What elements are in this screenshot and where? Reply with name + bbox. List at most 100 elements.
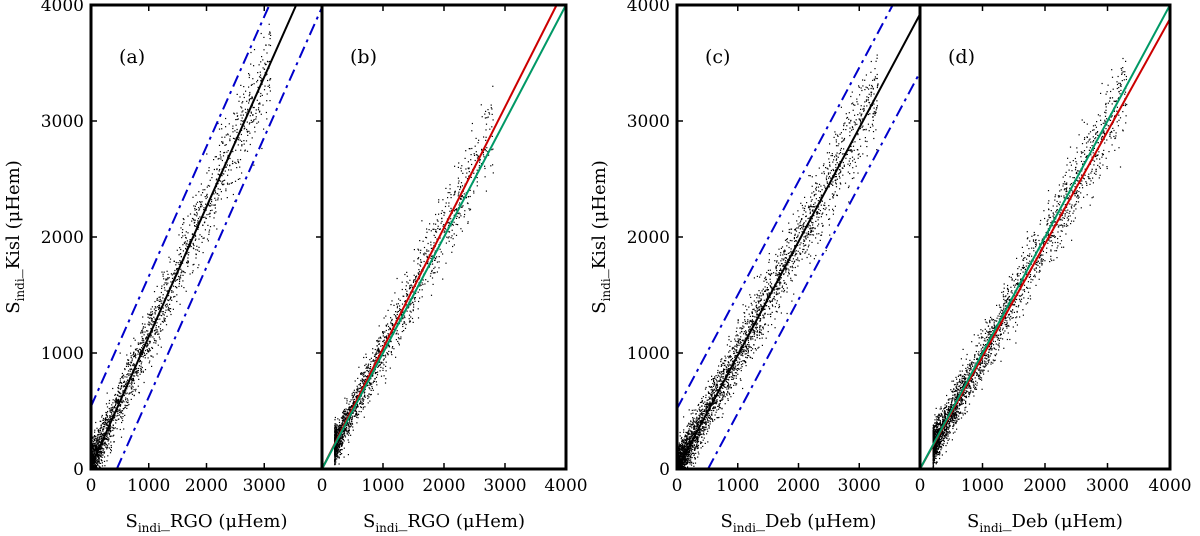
data-point: [151, 318, 153, 320]
data-point: [203, 207, 205, 209]
data-point: [174, 295, 176, 298]
data-point: [856, 101, 858, 103]
data-point: [139, 359, 141, 362]
data-point: [335, 435, 338, 437]
data-point: [817, 242, 819, 244]
data-point: [784, 261, 786, 264]
data-point: [478, 165, 480, 167]
data-point: [121, 401, 123, 403]
data-point: [338, 450, 340, 453]
data-point: [484, 117, 486, 119]
data-point: [204, 196, 206, 198]
data-point: [143, 381, 145, 384]
data-point: [243, 125, 245, 127]
data-point: [405, 323, 407, 326]
data-point: [140, 363, 142, 365]
data-point: [791, 270, 793, 272]
data-point: [147, 323, 149, 325]
data-point: [133, 356, 135, 358]
data-point: [839, 133, 841, 135]
data-point: [418, 300, 420, 303]
data-point: [356, 406, 358, 408]
data-point: [348, 430, 350, 432]
data-point: [356, 385, 358, 387]
data-point: [109, 431, 111, 433]
data-point: [169, 297, 172, 300]
data-point: [375, 353, 377, 355]
data-point: [110, 446, 112, 448]
data-point: [133, 372, 135, 374]
data-point: [803, 236, 805, 238]
data-point: [106, 419, 108, 421]
data-point: [121, 385, 123, 387]
data-point: [112, 426, 114, 428]
data-point: [250, 112, 252, 114]
data-point: [95, 466, 98, 468]
data-point: [835, 169, 837, 171]
data-point: [236, 131, 238, 133]
data-point: [342, 421, 344, 423]
data-point: [193, 219, 195, 221]
data-point: [478, 139, 480, 141]
data-point: [96, 454, 99, 456]
data-point: [211, 209, 213, 211]
data-point: [447, 197, 449, 199]
data-point: [127, 386, 129, 388]
data-point: [841, 141, 843, 143]
data-point: [404, 327, 407, 329]
data-point: [394, 292, 396, 294]
data-point: [840, 147, 842, 150]
data-point: [404, 300, 406, 302]
data-point: [187, 254, 190, 256]
data-point: [146, 353, 148, 355]
data-point: [91, 471, 92, 472]
data-point: [409, 298, 411, 300]
data-point: [360, 373, 362, 375]
data-point: [711, 418, 713, 420]
data-point: [120, 393, 122, 395]
data-point: [385, 370, 387, 372]
data-point: [460, 170, 462, 172]
data-point: [124, 406, 126, 408]
data-point: [466, 178, 469, 180]
data-point: [132, 377, 134, 379]
data-point: [418, 269, 420, 271]
data-point: [351, 405, 353, 407]
data-point: [237, 115, 239, 117]
data-point: [180, 277, 182, 279]
data-point: [438, 213, 440, 215]
data-point: [224, 170, 226, 172]
data-point: [774, 299, 776, 301]
data-point: [734, 375, 736, 377]
data-point: [732, 392, 735, 394]
data-point: [336, 443, 338, 445]
data-point: [370, 393, 372, 396]
data-point: [219, 188, 221, 190]
data-point: [242, 110, 244, 112]
data-point: [221, 128, 223, 130]
data-point: [434, 257, 436, 259]
data-point: [385, 365, 387, 367]
data-point: [226, 151, 228, 153]
data-point: [339, 425, 341, 427]
data-point: [248, 130, 250, 132]
data-point: [249, 91, 251, 94]
data-point: [767, 269, 769, 271]
data-point: [444, 230, 446, 232]
data-point: [181, 270, 183, 272]
data-point: [114, 400, 117, 402]
data-point: [722, 395, 724, 397]
data-point: [92, 454, 94, 456]
data-point: [736, 344, 739, 346]
data-point: [832, 161, 834, 163]
data-point: [703, 409, 706, 411]
data-point: [345, 408, 347, 410]
data-point: [863, 109, 865, 111]
data-point: [199, 201, 201, 203]
data-point: [753, 333, 755, 335]
data-point: [226, 182, 229, 184]
data-point: [446, 236, 448, 238]
data-point: [427, 242, 429, 245]
data-point: [106, 446, 108, 448]
data-point: [347, 422, 349, 424]
